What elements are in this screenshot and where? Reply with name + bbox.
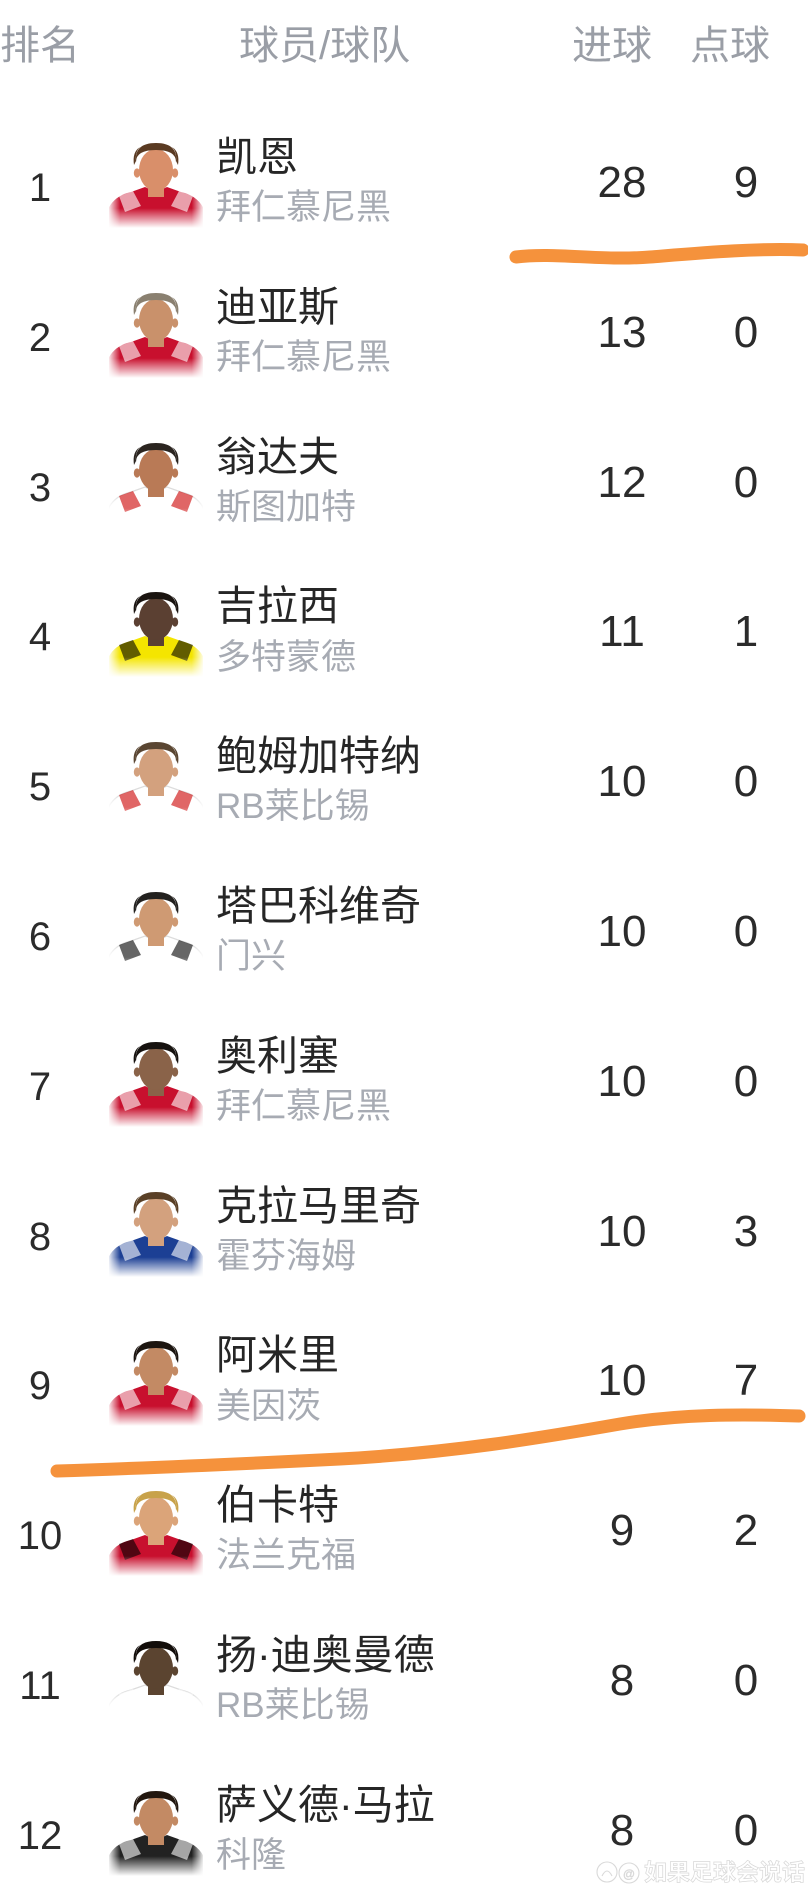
- svg-text:如果足球会说话: 如果足球会说话: [644, 1859, 805, 1885]
- svg-text:@: @: [623, 1867, 635, 1881]
